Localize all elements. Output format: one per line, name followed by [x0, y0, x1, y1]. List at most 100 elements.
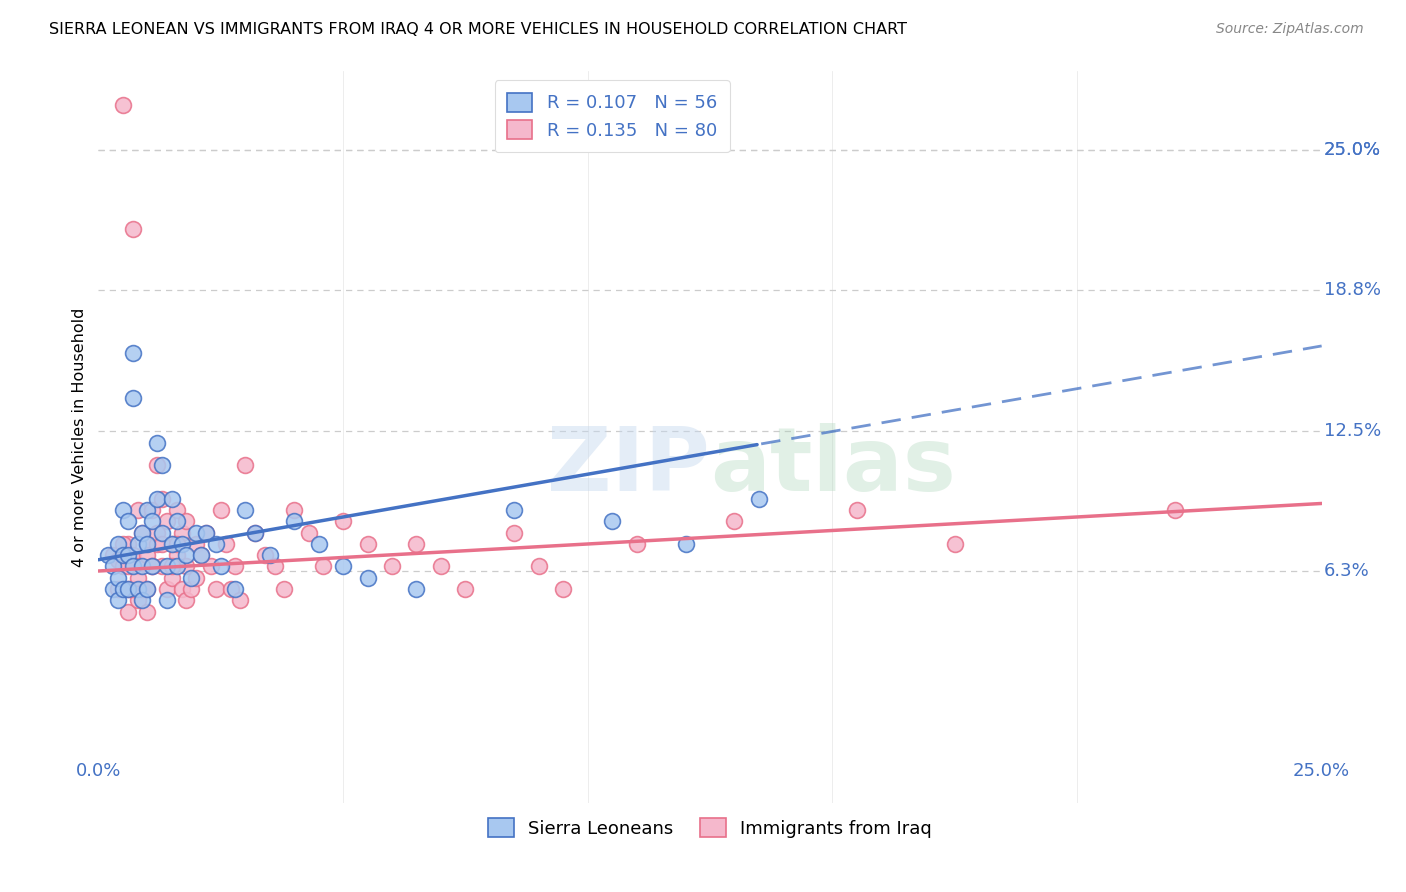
- Point: [121, 559, 143, 574]
- Text: atlas: atlas: [710, 423, 956, 510]
- Point: [233, 458, 256, 473]
- Point: [219, 582, 242, 596]
- Point: [229, 593, 252, 607]
- Point: [117, 582, 139, 596]
- Text: 0.0%: 0.0%: [76, 763, 121, 780]
- Point: [298, 525, 321, 540]
- Point: [121, 582, 143, 596]
- Point: [527, 559, 550, 574]
- Point: [111, 582, 134, 596]
- Point: [127, 503, 149, 517]
- Point: [131, 582, 153, 596]
- Point: [209, 559, 232, 574]
- Point: [117, 537, 139, 551]
- Point: [127, 571, 149, 585]
- Point: [170, 537, 193, 551]
- Point: [166, 548, 188, 562]
- Point: [332, 515, 354, 529]
- Point: [121, 391, 143, 405]
- Point: [356, 537, 378, 551]
- Point: [146, 537, 169, 551]
- Point: [121, 222, 143, 236]
- Point: [200, 559, 222, 574]
- Point: [170, 582, 193, 596]
- Point: [107, 593, 129, 607]
- Point: [845, 503, 868, 517]
- Point: [176, 548, 198, 562]
- Point: [141, 503, 163, 517]
- Point: [127, 537, 149, 551]
- Point: [332, 559, 354, 574]
- Point: [166, 515, 188, 529]
- Point: [283, 503, 305, 517]
- Point: [150, 559, 173, 574]
- Point: [156, 582, 179, 596]
- Point: [176, 559, 198, 574]
- Point: [405, 537, 427, 551]
- Point: [136, 582, 159, 596]
- Point: [156, 515, 179, 529]
- Point: [160, 559, 183, 574]
- Point: [243, 525, 266, 540]
- Point: [101, 548, 124, 562]
- Point: [131, 525, 153, 540]
- Point: [150, 458, 173, 473]
- Point: [312, 559, 335, 574]
- Point: [136, 605, 159, 619]
- Point: [943, 537, 966, 551]
- Y-axis label: 4 or more Vehicles in Household: 4 or more Vehicles in Household: [72, 308, 87, 566]
- Point: [186, 525, 208, 540]
- Text: 12.5%: 12.5%: [1324, 423, 1381, 441]
- Point: [121, 345, 143, 359]
- Point: [111, 537, 134, 551]
- Point: [136, 537, 159, 551]
- Point: [127, 593, 149, 607]
- Point: [205, 582, 228, 596]
- Point: [136, 503, 159, 517]
- Point: [186, 537, 208, 551]
- Point: [454, 582, 477, 596]
- Point: [259, 548, 281, 562]
- Point: [626, 537, 648, 551]
- Point: [136, 548, 159, 562]
- Point: [101, 582, 124, 596]
- Point: [186, 571, 208, 585]
- Point: [141, 559, 163, 574]
- Point: [176, 515, 198, 529]
- Point: [127, 559, 149, 574]
- Point: [308, 537, 330, 551]
- Point: [273, 582, 295, 596]
- Point: [107, 553, 129, 567]
- Point: [111, 548, 134, 562]
- Point: [600, 515, 623, 529]
- Point: [117, 605, 139, 619]
- Point: [160, 571, 183, 585]
- Point: [117, 548, 139, 562]
- Text: ZIP: ZIP: [547, 423, 710, 510]
- Point: [224, 559, 246, 574]
- Point: [117, 582, 139, 596]
- Point: [121, 548, 143, 562]
- Text: 25.0%: 25.0%: [1324, 141, 1381, 159]
- Point: [195, 525, 218, 540]
- Point: [553, 582, 575, 596]
- Text: 25.0%: 25.0%: [1294, 763, 1350, 780]
- Point: [97, 548, 120, 562]
- Point: [195, 525, 218, 540]
- Point: [141, 559, 163, 574]
- Point: [146, 525, 169, 540]
- Point: [160, 537, 183, 551]
- Point: [253, 548, 276, 562]
- Point: [111, 559, 134, 574]
- Point: [214, 537, 236, 551]
- Point: [136, 537, 159, 551]
- Point: [430, 559, 453, 574]
- Point: [209, 503, 232, 517]
- Point: [117, 559, 139, 574]
- Point: [150, 537, 173, 551]
- Point: [156, 559, 179, 574]
- Point: [150, 491, 173, 506]
- Point: [131, 525, 153, 540]
- Legend: Sierra Leoneans, Immigrants from Iraq: Sierra Leoneans, Immigrants from Iraq: [478, 807, 942, 848]
- Point: [160, 537, 183, 551]
